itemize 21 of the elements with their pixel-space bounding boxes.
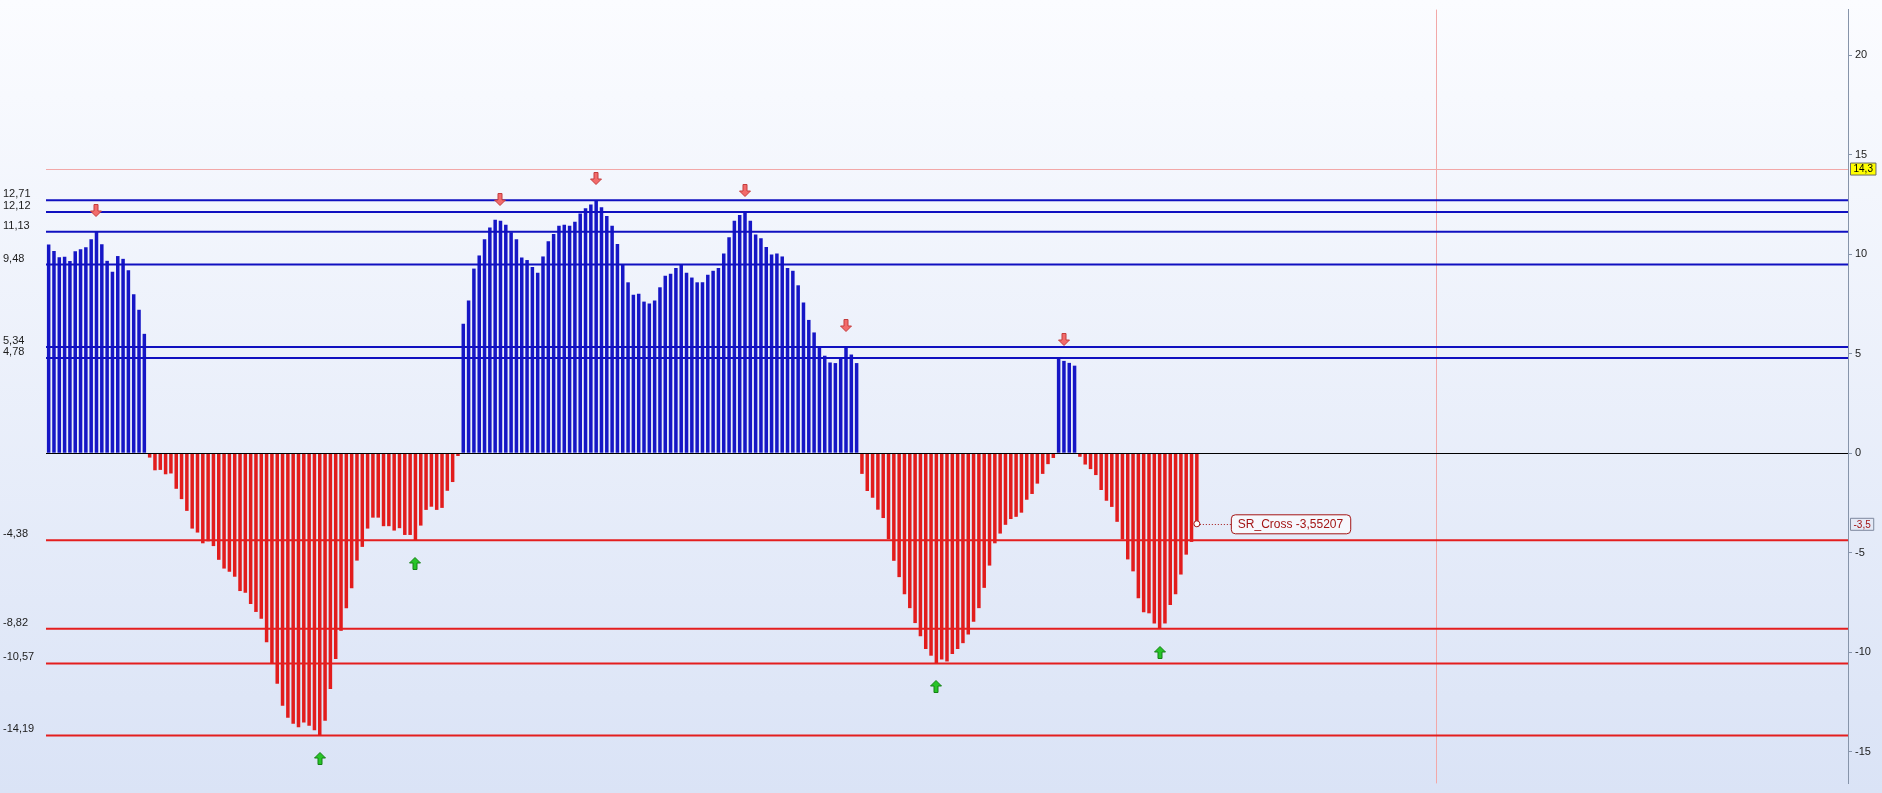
ref-line-label: -8,82 xyxy=(3,615,29,628)
y-tick-label: 10 xyxy=(1855,247,1868,260)
ref-line-label: -14,19 xyxy=(3,722,35,735)
ref-line-label: 12,12 xyxy=(3,199,31,212)
annotation: 14,3 xyxy=(1853,163,1874,175)
ref-line-label: 12,71 xyxy=(3,187,31,200)
y-tick-label: -15 xyxy=(1855,744,1871,757)
ref-line-label: -10,57 xyxy=(3,650,35,663)
y-tick-label: 15 xyxy=(1855,147,1868,160)
ref-line-label: 4,78 xyxy=(3,345,25,358)
ref-line-label: -4,38 xyxy=(3,527,29,540)
annotation: -3,5 xyxy=(1853,518,1872,530)
y-tick-label: -5 xyxy=(1855,545,1865,558)
ref-line-label: 5,34 xyxy=(3,333,25,346)
ref-line-label: 9,48 xyxy=(3,251,25,264)
annotation: SR_Cross -3,55207 xyxy=(1237,517,1344,532)
ref-line-label: 11,13 xyxy=(3,218,30,231)
y-tick-label: 20 xyxy=(1855,48,1868,61)
y-tick-label: 5 xyxy=(1855,346,1862,359)
y-tick-label: 0 xyxy=(1855,446,1862,459)
y-tick-label: -10 xyxy=(1855,645,1871,658)
